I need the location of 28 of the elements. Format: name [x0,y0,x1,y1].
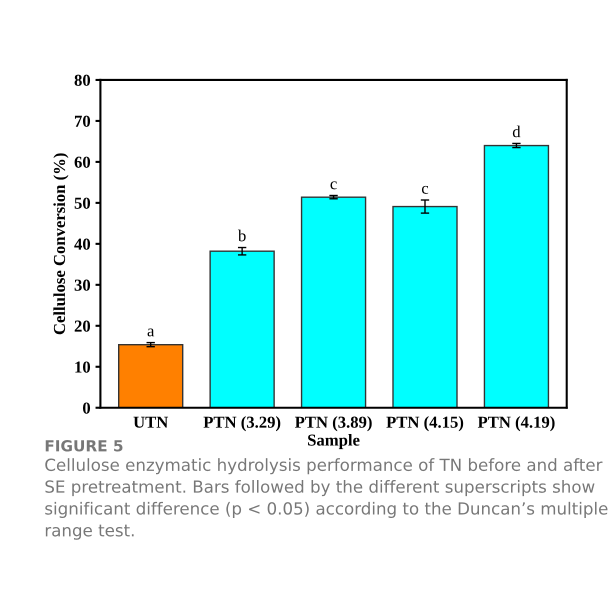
x-tick-label: PTN (4.19) [478,416,555,432]
y-tick-label: 80 [74,74,90,86]
annotation: d [512,126,520,138]
y-tick-label: 40 [74,238,90,250]
bar [209,250,275,408]
bar [118,344,184,408]
caption: FIGURE 5 [46,440,122,452]
x-tick-label: PTN (3.29) [204,416,280,432]
bar [300,196,366,408]
x-tick-label: UTN [134,416,168,428]
y-tick-label: 60 [74,156,90,168]
annotation: a [148,328,154,336]
y-axis-title: Cellulose Conversion (%) [53,153,68,334]
bar [484,144,550,408]
y-tick-label: 70 [74,116,90,127]
x-tick-label: PTN (3.89) [294,416,372,432]
y-tick-label: 20 [74,320,90,332]
x-axis-title: Sample [308,434,360,450]
annotation: c [330,181,337,190]
y-tick-label: 30 [74,280,90,291]
annotation: b [238,230,246,242]
text: Cellulose enzymatic hydrolysis performance of TN before and after SE pretreatment. Bars followed by the different superscripts show significant difference (p < 0.05) according to the Duncan’s multiple range test. [45,458,608,540]
y-tick-label: 10 [75,361,90,373]
y-tick-label: 50 [74,198,90,209]
y-tick-label: 0 [82,402,90,414]
x-tick-label: PTN (4.15) [386,416,464,432]
annotation: c [422,186,428,194]
bar [392,206,458,408]
